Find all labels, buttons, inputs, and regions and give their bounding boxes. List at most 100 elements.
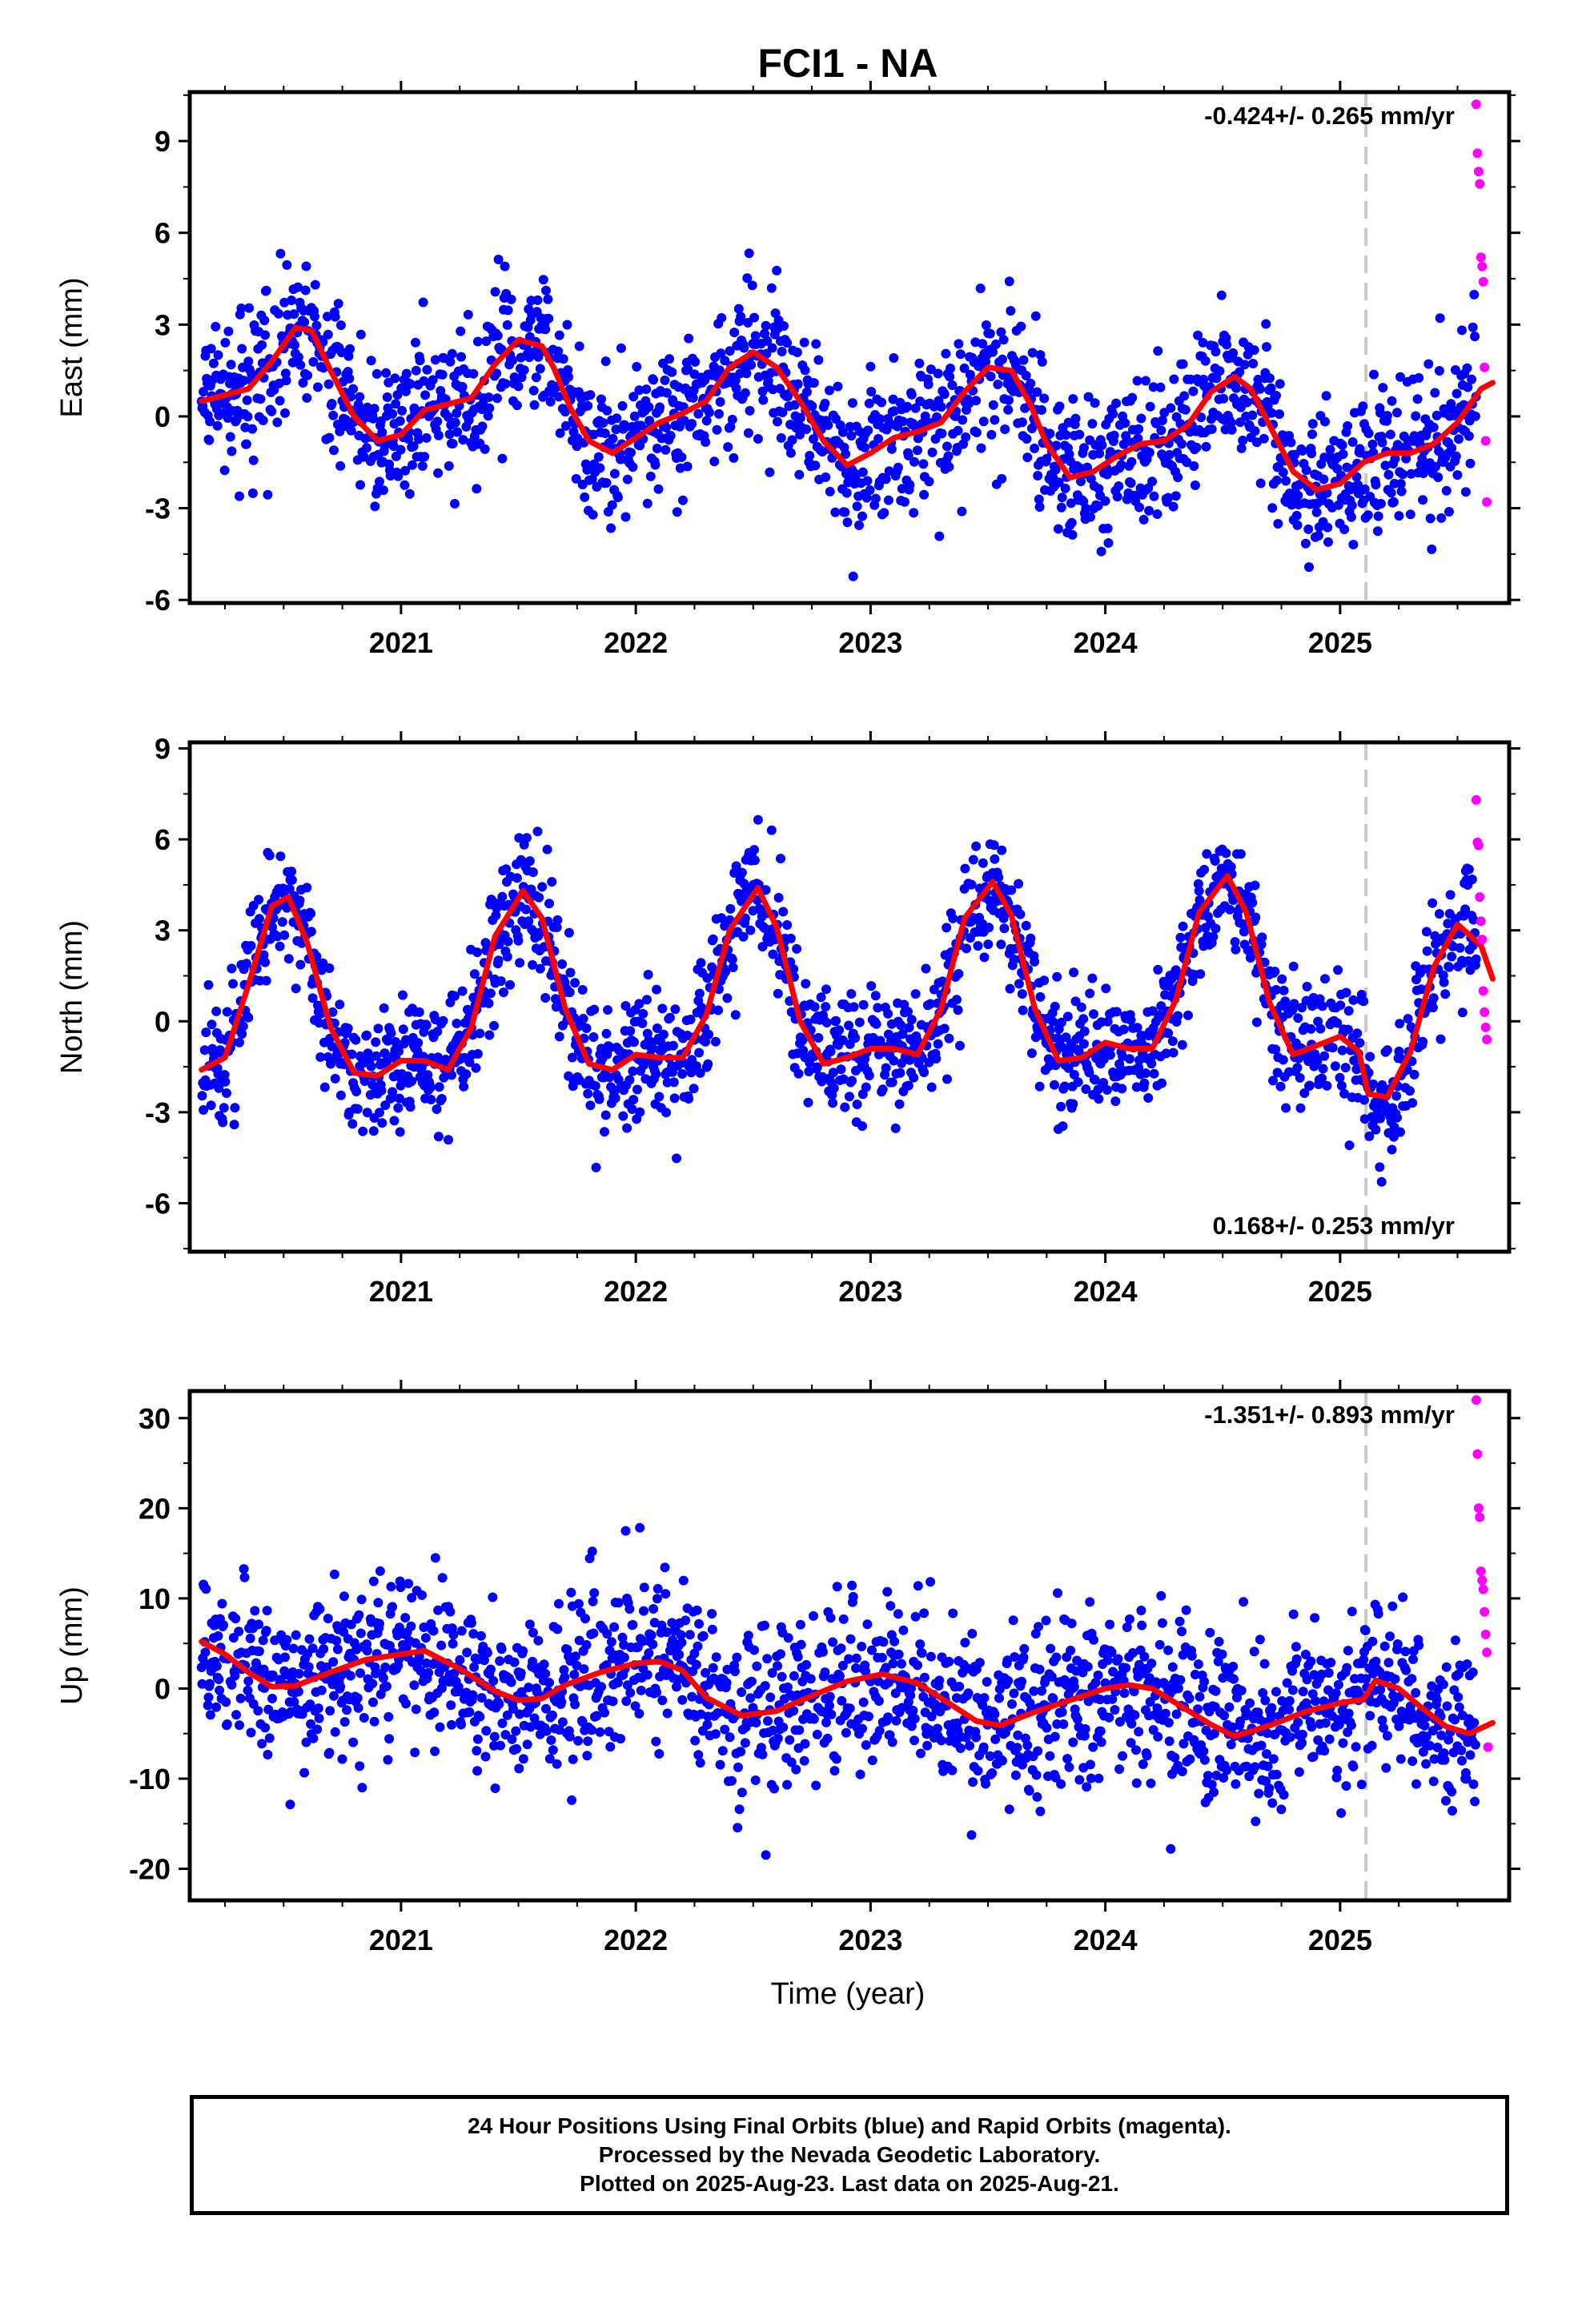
final-point: [889, 1055, 899, 1066]
final-point: [400, 465, 411, 476]
final-point: [765, 1692, 776, 1703]
rapid-point: [1482, 497, 1492, 507]
final-point: [855, 1769, 865, 1779]
final-point: [304, 1634, 315, 1644]
final-point: [362, 1030, 371, 1040]
final-point: [1053, 524, 1063, 534]
final-point: [665, 1012, 675, 1023]
final-point: [875, 414, 885, 424]
final-point: [605, 1742, 616, 1752]
final-point: [1045, 1751, 1055, 1761]
final-point: [1301, 465, 1311, 476]
final-point: [1175, 932, 1186, 943]
final-point: [998, 1755, 1007, 1766]
final-point: [1311, 507, 1322, 517]
final-point: [1201, 441, 1211, 452]
final-point: [1064, 449, 1074, 460]
final-point: [588, 1596, 598, 1606]
final-point: [870, 493, 881, 504]
final-point: [1313, 1016, 1323, 1027]
final-point: [1211, 347, 1221, 357]
final-point: [652, 1023, 662, 1033]
final-point: [762, 336, 773, 346]
final-point: [1144, 505, 1154, 516]
rapid-point: [1475, 179, 1485, 189]
final-point: [1392, 1112, 1402, 1123]
final-point: [1363, 510, 1373, 521]
final-point: [1118, 1024, 1129, 1035]
final-point: [910, 403, 921, 413]
final-point: [725, 1732, 735, 1743]
final-point: [897, 1029, 908, 1039]
final-point: [325, 1706, 335, 1716]
final-point: [670, 1004, 681, 1015]
final-point: [596, 394, 606, 404]
final-point: [886, 444, 897, 454]
final-point: [407, 1076, 417, 1087]
final-point: [554, 330, 564, 340]
final-point: [744, 248, 754, 259]
final-point: [1051, 440, 1062, 451]
y-tick-label: 6: [155, 823, 171, 856]
final-point: [939, 1023, 950, 1034]
final-point: [789, 1706, 799, 1716]
final-point: [1464, 864, 1474, 875]
final-point: [1003, 1675, 1014, 1686]
final-point: [284, 884, 295, 894]
final-point: [581, 1640, 592, 1650]
final-point: [592, 1711, 602, 1721]
final-point: [1179, 391, 1190, 401]
final-point: [1166, 403, 1176, 413]
final-point: [524, 856, 535, 866]
final-point: [242, 395, 252, 405]
final-point: [801, 424, 812, 434]
final-point: [863, 425, 873, 436]
x-tick-label: 2025: [1308, 626, 1372, 659]
final-point: [1058, 1121, 1068, 1132]
final-point: [1068, 1099, 1078, 1109]
y-tick-label: -6: [145, 584, 171, 617]
final-point: [642, 1670, 652, 1680]
final-point: [1090, 1075, 1100, 1085]
final-point: [488, 1592, 498, 1602]
final-point: [634, 1708, 644, 1719]
final-point: [375, 476, 384, 487]
final-point: [332, 1644, 343, 1655]
final-point: [873, 1003, 883, 1013]
final-point: [1312, 1056, 1323, 1066]
final-point: [513, 935, 524, 946]
final-point: [514, 1763, 524, 1774]
final-point: [831, 1015, 841, 1026]
final-point: [837, 1695, 847, 1706]
final-point: [978, 1742, 989, 1752]
final-point: [254, 914, 264, 924]
final-point: [1293, 490, 1303, 501]
final-point: [879, 508, 889, 518]
final-point: [348, 384, 359, 394]
final-point: [1019, 1643, 1030, 1654]
final-point: [1046, 1671, 1057, 1682]
final-point: [966, 879, 977, 890]
final-point: [805, 451, 815, 460]
final-point: [1277, 974, 1287, 984]
final-point: [502, 951, 512, 962]
final-point: [710, 1729, 721, 1739]
final-point: [564, 927, 574, 938]
final-point: [978, 339, 988, 349]
final-point: [433, 1605, 444, 1615]
final-point: [652, 1594, 662, 1604]
final-point: [390, 373, 400, 384]
final-point: [1348, 995, 1359, 1005]
final-point: [991, 339, 1001, 349]
final-point: [1319, 474, 1329, 485]
final-point: [598, 418, 608, 428]
final-point: [845, 1634, 856, 1644]
final-point: [197, 1091, 207, 1101]
final-point: [1290, 449, 1300, 460]
final-point: [1467, 875, 1477, 885]
final-point: [466, 1618, 476, 1628]
final-point: [974, 1658, 985, 1668]
final-point: [587, 1546, 597, 1557]
final-point: [723, 442, 733, 452]
final-point: [287, 296, 297, 305]
